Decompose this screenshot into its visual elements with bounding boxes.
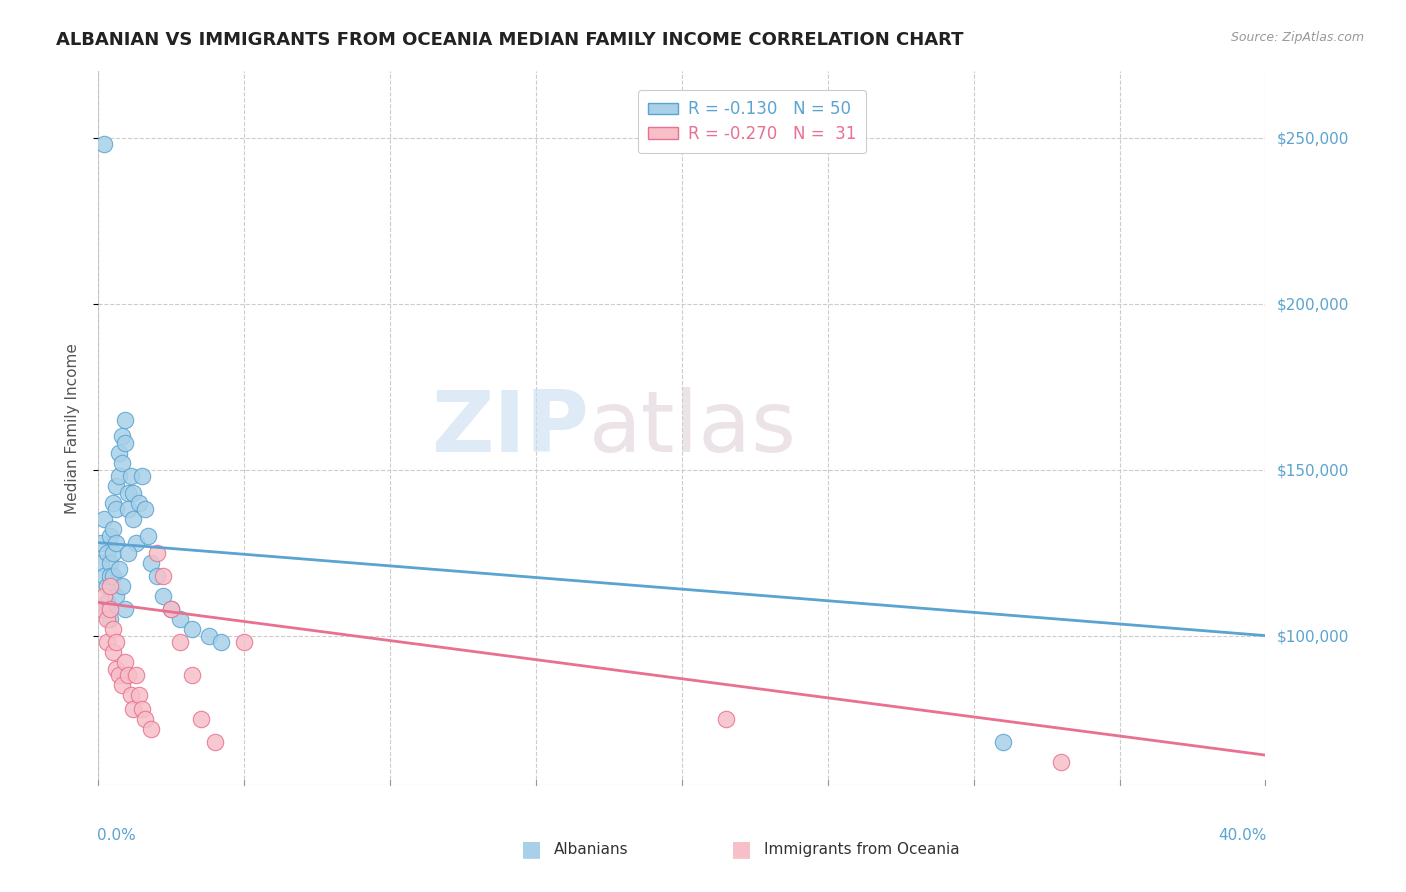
Point bbox=[93, 137, 115, 152]
Point bbox=[139, 556, 162, 570]
Point bbox=[160, 602, 183, 616]
Point bbox=[108, 668, 131, 682]
Point bbox=[108, 446, 131, 460]
Point bbox=[1050, 755, 1073, 769]
Point bbox=[152, 589, 174, 603]
Point bbox=[117, 502, 139, 516]
Point bbox=[93, 569, 115, 583]
Point bbox=[90, 535, 112, 549]
Point bbox=[204, 735, 226, 749]
Point bbox=[104, 535, 127, 549]
Point bbox=[101, 645, 124, 659]
Point bbox=[139, 722, 162, 736]
Point bbox=[98, 556, 121, 570]
Point bbox=[180, 668, 202, 682]
Point bbox=[96, 635, 118, 649]
Point bbox=[122, 512, 145, 526]
Point bbox=[98, 569, 121, 583]
Point bbox=[101, 546, 124, 560]
Point bbox=[190, 712, 212, 726]
Point bbox=[90, 556, 112, 570]
Point bbox=[111, 429, 134, 443]
Point bbox=[108, 469, 131, 483]
Point bbox=[169, 635, 191, 649]
Point bbox=[93, 512, 115, 526]
Point bbox=[117, 546, 139, 560]
Point bbox=[98, 529, 121, 543]
Point bbox=[122, 486, 145, 500]
Point bbox=[104, 662, 127, 676]
Point bbox=[136, 529, 159, 543]
Text: ZIP: ZIP bbox=[430, 386, 589, 470]
Point bbox=[101, 569, 124, 583]
Point bbox=[93, 589, 115, 603]
Point bbox=[134, 712, 156, 726]
Text: Source: ZipAtlas.com: Source: ZipAtlas.com bbox=[1230, 31, 1364, 45]
Point bbox=[90, 602, 112, 616]
Point bbox=[96, 595, 118, 609]
Point bbox=[101, 496, 124, 510]
Text: Immigrants from Oceania: Immigrants from Oceania bbox=[763, 842, 959, 856]
Point bbox=[169, 612, 191, 626]
Point bbox=[104, 479, 127, 493]
Point bbox=[714, 712, 737, 726]
Point bbox=[991, 735, 1014, 749]
Point bbox=[131, 701, 153, 715]
Point bbox=[120, 689, 142, 703]
Point bbox=[96, 612, 118, 626]
Text: ■: ■ bbox=[731, 839, 752, 859]
Point bbox=[134, 502, 156, 516]
Point bbox=[198, 629, 221, 643]
Point bbox=[120, 469, 142, 483]
Point bbox=[104, 635, 127, 649]
Point bbox=[131, 469, 153, 483]
Legend: R = -0.130   N = 50, R = -0.270   N =  31: R = -0.130 N = 50, R = -0.270 N = 31 bbox=[638, 90, 866, 153]
Text: ALBANIAN VS IMMIGRANTS FROM OCEANIA MEDIAN FAMILY INCOME CORRELATION CHART: ALBANIAN VS IMMIGRANTS FROM OCEANIA MEDI… bbox=[56, 31, 963, 49]
Point bbox=[160, 602, 183, 616]
Text: Albanians: Albanians bbox=[554, 842, 628, 856]
Point bbox=[117, 486, 139, 500]
Point bbox=[96, 579, 118, 593]
Point bbox=[114, 436, 136, 450]
Point bbox=[114, 655, 136, 669]
Point bbox=[96, 602, 118, 616]
Text: atlas: atlas bbox=[589, 386, 797, 470]
Point bbox=[128, 496, 150, 510]
Point bbox=[114, 602, 136, 616]
Text: 40.0%: 40.0% bbox=[1218, 828, 1267, 843]
Point bbox=[125, 668, 148, 682]
Point bbox=[98, 602, 121, 616]
Point bbox=[146, 569, 169, 583]
Point bbox=[108, 562, 131, 576]
Point bbox=[98, 612, 121, 626]
Point bbox=[152, 569, 174, 583]
Point bbox=[98, 579, 121, 593]
Point bbox=[96, 546, 118, 560]
Point bbox=[104, 589, 127, 603]
Point bbox=[125, 535, 148, 549]
Point bbox=[180, 622, 202, 636]
Point bbox=[122, 701, 145, 715]
Point bbox=[111, 678, 134, 692]
Point bbox=[111, 456, 134, 470]
Point bbox=[114, 413, 136, 427]
Point bbox=[117, 668, 139, 682]
Point bbox=[146, 546, 169, 560]
Point bbox=[101, 622, 124, 636]
Text: 0.0%: 0.0% bbox=[97, 828, 136, 843]
Point bbox=[209, 635, 232, 649]
Point bbox=[128, 689, 150, 703]
Y-axis label: Median Family Income: Median Family Income bbox=[65, 343, 80, 514]
Point bbox=[104, 502, 127, 516]
Point bbox=[233, 635, 256, 649]
Text: ■: ■ bbox=[520, 839, 541, 859]
Point bbox=[111, 579, 134, 593]
Point bbox=[101, 522, 124, 536]
